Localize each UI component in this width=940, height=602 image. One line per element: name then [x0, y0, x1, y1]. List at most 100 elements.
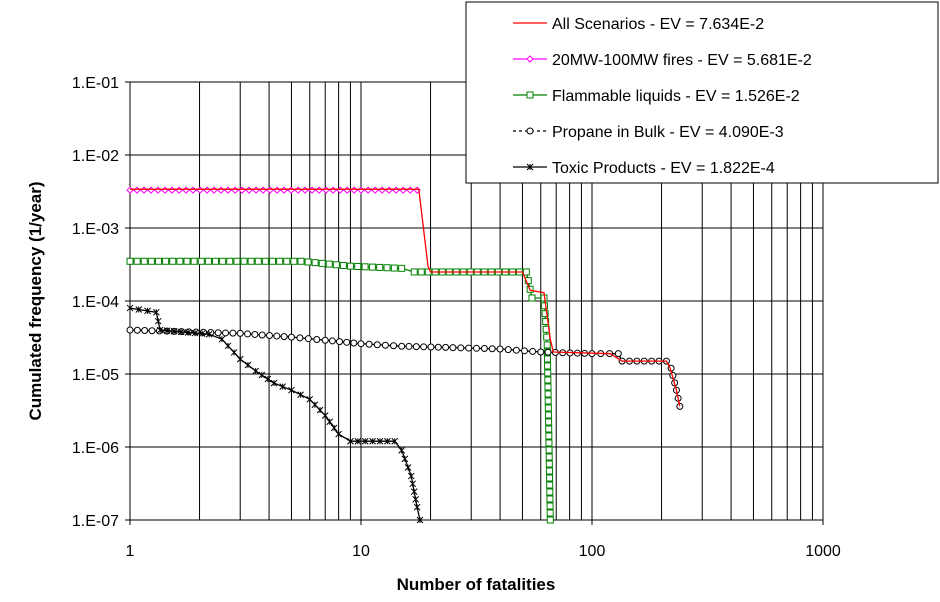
data-point [330, 424, 338, 432]
data-point [321, 336, 329, 344]
data-point [126, 304, 134, 312]
data-point [545, 467, 553, 475]
data-point [190, 257, 198, 265]
legend-marker [526, 163, 534, 171]
legend-item: Propane in Bulk - EV = 4.090E-3 [513, 124, 784, 141]
data-point [156, 326, 164, 334]
data-point [410, 488, 418, 495]
data-point [544, 348, 552, 356]
y-tick-label: 1.E-04 [72, 294, 119, 311]
data-point [219, 257, 227, 265]
data-point [261, 257, 269, 265]
data-point [297, 391, 304, 399]
data-point [176, 257, 184, 265]
data-point [409, 480, 417, 488]
legend-marker [526, 55, 534, 63]
data-point [304, 335, 312, 343]
data-point [480, 345, 488, 353]
y-axis-label: Cumulated frequency (1/year) [26, 181, 45, 420]
data-point [287, 333, 295, 341]
data-point [544, 411, 552, 419]
legend-label: 20MW-100MW fires - EV = 5.681E-2 [552, 52, 812, 69]
legend-item: All Scenarios - EV = 7.634E-2 [513, 16, 764, 33]
data-point [325, 260, 333, 268]
data-point [416, 516, 424, 524]
data-point [412, 343, 420, 351]
data-point [198, 330, 206, 338]
data-point [218, 335, 226, 343]
data-point [473, 344, 480, 352]
data-point [197, 257, 205, 265]
x-tick-label: 1 [126, 543, 135, 560]
series-5 [126, 304, 424, 524]
data-point [407, 472, 415, 480]
data-point [230, 349, 238, 356]
data-point [247, 257, 255, 265]
legend: All Scenarios - EV = 7.634E-2 20MW-100MW … [465, 1, 939, 184]
data-point [335, 430, 342, 438]
data-point [244, 361, 252, 369]
legend-marker [526, 127, 534, 135]
data-point [258, 371, 266, 379]
data-point [528, 294, 536, 302]
data-point [384, 437, 391, 445]
data-point [244, 330, 252, 338]
data-point [214, 329, 222, 337]
data-point [224, 342, 232, 350]
data-point [545, 418, 553, 426]
data-point [177, 328, 185, 336]
data-point [544, 369, 552, 377]
x-tick-label: 100 [579, 543, 606, 560]
data-point [543, 333, 551, 341]
data-point [412, 496, 420, 503]
data-point [373, 341, 381, 349]
data-point [304, 258, 312, 266]
data-point [133, 326, 141, 334]
data-point [522, 268, 530, 276]
data-point [280, 333, 288, 341]
data-point [258, 331, 266, 339]
data-point [183, 257, 191, 265]
axis-ticks: 1.E-01 1.E-02 1.E-03 1.E-04 1.E-05 1.E-06 1.E-… [72, 75, 841, 560]
series-line [130, 188, 681, 407]
data-point [376, 437, 384, 445]
data-point [236, 329, 244, 337]
data-point [162, 257, 170, 265]
data-point [204, 257, 212, 265]
data-point [390, 264, 398, 272]
data-point [313, 335, 321, 343]
legend-box [465, 1, 939, 184]
data-point [542, 317, 550, 325]
data-point [269, 257, 277, 265]
data-point [265, 332, 273, 340]
data-point [544, 404, 552, 412]
data-point [236, 355, 244, 363]
data-point [318, 259, 326, 267]
y-tick-label: 1.E-03 [72, 221, 119, 238]
data-point [546, 516, 554, 524]
data-point [152, 308, 160, 316]
data-point [147, 257, 155, 265]
data-point [488, 345, 496, 353]
y-tick-label: 1.E-05 [72, 367, 119, 384]
series-layer [126, 186, 684, 524]
data-point [529, 347, 537, 355]
data-point [226, 257, 234, 265]
x-tick-label: 1000 [805, 543, 841, 560]
data-point [546, 488, 554, 496]
data-point [545, 453, 553, 461]
data-point [343, 338, 351, 346]
y-tick-label: 1.E-06 [72, 440, 119, 457]
data-point [413, 503, 421, 511]
data-point [543, 341, 551, 349]
series-1 [130, 188, 681, 407]
x-axis-label: Number of fatalities [397, 575, 556, 594]
data-point [546, 509, 554, 517]
data-point [404, 464, 412, 471]
data-point [144, 307, 151, 315]
data-point [126, 326, 134, 334]
data-point [545, 446, 553, 454]
data-point [279, 383, 287, 391]
data-point [240, 257, 248, 265]
